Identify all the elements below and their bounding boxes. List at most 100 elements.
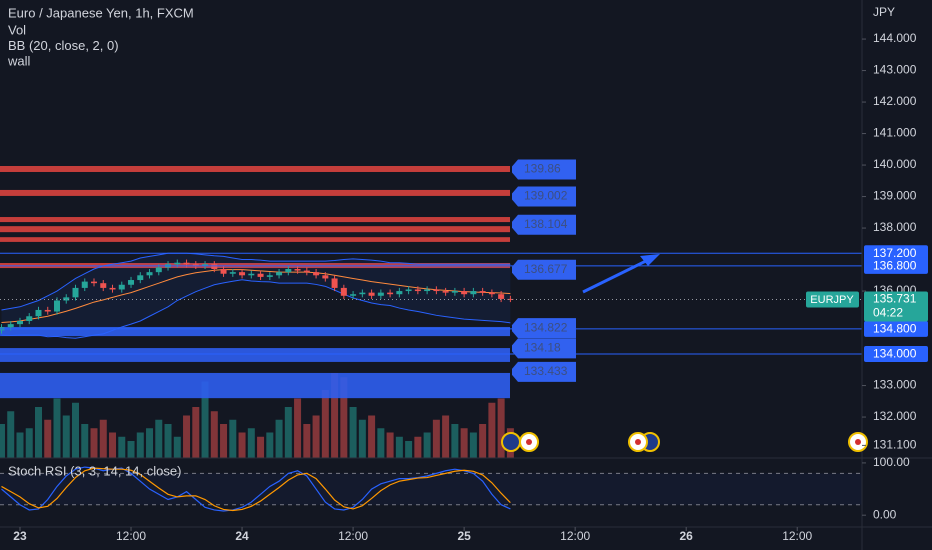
chart-title: Euro / Japanese Yen, 1h, FXCM (8, 5, 194, 20)
level-label: 134.822 (524, 320, 568, 334)
volume-bar (442, 415, 450, 458)
zone (0, 348, 510, 362)
x-tick-label: 12:00 (338, 529, 368, 543)
volume-bar (192, 407, 200, 458)
candle-body (248, 273, 255, 276)
stoch-pane (0, 466, 862, 512)
indicator-label: BB (20, close, 2, 0) (8, 38, 119, 53)
candle-body (414, 289, 421, 292)
candle-body (498, 294, 505, 299)
candle-body (155, 267, 162, 273)
price-tag-label: 134.800 (873, 322, 917, 336)
y-tick-label: 0.00 (873, 507, 897, 521)
volume-bar (395, 436, 403, 458)
candle-body (488, 292, 495, 295)
volume-bar (44, 419, 52, 458)
candle-body (303, 270, 310, 273)
volume-bar (451, 424, 459, 458)
volume-bar (62, 415, 70, 458)
volume-bar (0, 424, 5, 458)
y-tick-label: 142.000 (873, 94, 917, 108)
candle-body (331, 278, 338, 288)
level-label: 139.86 (524, 162, 561, 176)
bb-upper (1, 252, 511, 311)
event-icon-dot (526, 439, 532, 445)
volume-bar (331, 373, 339, 458)
y-tick-label: 131.100 (873, 438, 917, 452)
candle-body (461, 291, 468, 295)
volume-bar (210, 411, 218, 458)
candle-body (359, 292, 366, 295)
x-tick-label: 26 (680, 529, 694, 543)
level-label: 136.677 (524, 262, 568, 276)
volume-bar (303, 424, 311, 458)
stoch-line (1, 467, 511, 512)
level-label: 133.433 (524, 364, 568, 378)
volume-bar (460, 428, 468, 458)
candle-body (128, 280, 135, 285)
candle-body (350, 294, 357, 296)
volume-bar (201, 381, 209, 458)
last-price-tag (864, 291, 928, 322)
volume-bar (34, 407, 42, 458)
zone (0, 217, 510, 223)
candle-body (285, 269, 292, 273)
volume-bar (479, 424, 487, 458)
symbol-tag (806, 291, 859, 308)
volume-bar (257, 436, 265, 458)
zone (0, 166, 510, 172)
volume-bar (247, 428, 255, 458)
zone (0, 237, 510, 242)
volume-bar (386, 432, 394, 458)
candle-body (368, 292, 375, 296)
last-price-label: 135.731 (873, 292, 917, 306)
level-label: 138.104 (524, 217, 568, 231)
level-label-box (512, 214, 576, 235)
x-tick-label: 12:00 (782, 529, 812, 543)
price-tag (864, 245, 928, 262)
candle-body (220, 269, 227, 274)
y-tick-label: 133.000 (873, 378, 917, 392)
candle-body (340, 287, 347, 296)
volume-bar (340, 377, 348, 458)
candle-body (192, 264, 199, 266)
y-tick-label: 144.000 (873, 31, 917, 45)
candle-body (202, 264, 209, 266)
zone (0, 372, 510, 399)
candle-body (239, 272, 246, 276)
candle-body (146, 272, 153, 276)
volume-bar (432, 419, 440, 458)
bb-basis (1, 269, 511, 324)
volume-bar (405, 441, 413, 458)
event-icon[interactable] (501, 432, 521, 452)
volume-bar (81, 424, 89, 458)
candle-body (72, 287, 79, 298)
price-tag-label: 134.000 (873, 347, 917, 361)
event-icons (501, 432, 868, 452)
volume-bar (155, 419, 163, 458)
level-label: 139.002 (524, 189, 568, 203)
volume-bar (377, 428, 385, 458)
candle-body (100, 283, 107, 288)
indicator-label: Vol (8, 22, 26, 37)
candle-body (470, 291, 477, 295)
x-tick-label: 24 (235, 529, 249, 543)
level-label-box (512, 259, 576, 280)
level-label-box (512, 361, 576, 382)
volume-bar (127, 441, 135, 458)
currency-label: JPY (873, 5, 895, 19)
level-label-box (512, 318, 576, 339)
candle-body (507, 298, 514, 300)
event-icon-dot (855, 439, 861, 445)
volume-bar (25, 428, 33, 458)
volume-bar (469, 432, 477, 458)
zone (0, 326, 510, 337)
volume-bar (238, 432, 246, 458)
level-label-box (512, 186, 576, 207)
volume-bar (294, 398, 302, 458)
stoch-line (1, 466, 511, 512)
candle-body (16, 320, 23, 325)
volume-bar (284, 407, 292, 458)
